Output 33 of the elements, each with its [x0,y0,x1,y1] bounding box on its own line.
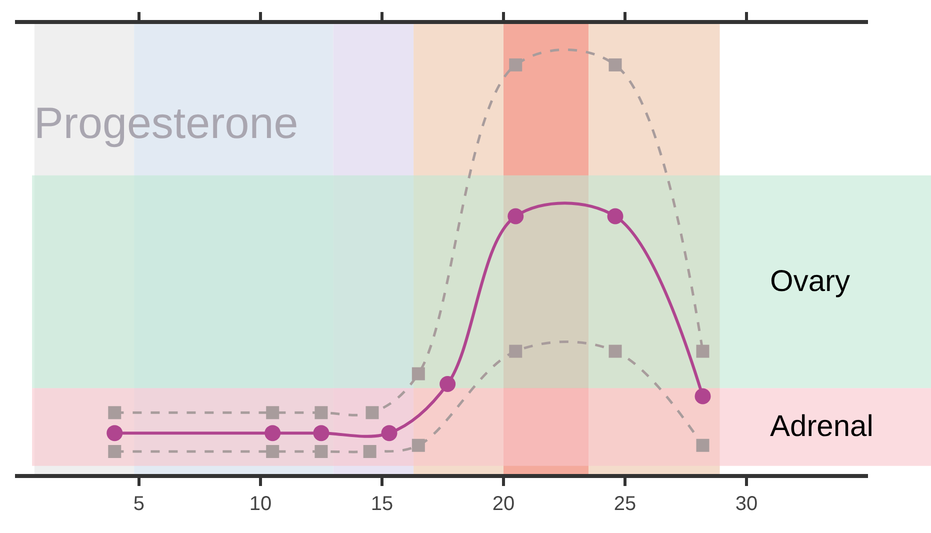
band-label: Adrenal [770,410,874,443]
point [266,445,280,458]
point [264,425,281,442]
point [607,208,624,224]
point [509,344,522,358]
point [108,445,122,458]
x-tick-label: 15 [370,493,394,515]
point [608,344,622,358]
text: Progesterone [34,99,298,148]
x-tick-label: 10 [249,493,272,515]
point [366,406,379,420]
point [381,425,398,442]
point [314,445,328,458]
point [508,208,524,224]
point [313,425,330,442]
point [363,445,376,458]
x-tick-label: 25 [614,493,636,515]
point [696,344,710,358]
point [696,438,710,452]
point [412,438,425,452]
point [694,388,711,404]
point [266,406,280,420]
point [108,406,122,420]
point [608,58,622,72]
x-tick-label: 5 [133,493,145,515]
point [509,58,522,72]
point [440,376,456,392]
x-tick-label: 20 [492,493,515,515]
point [314,406,328,420]
point [412,367,425,380]
x-tick-label: 30 [735,493,758,515]
band-label: Ovary [770,265,850,298]
point [106,425,123,442]
